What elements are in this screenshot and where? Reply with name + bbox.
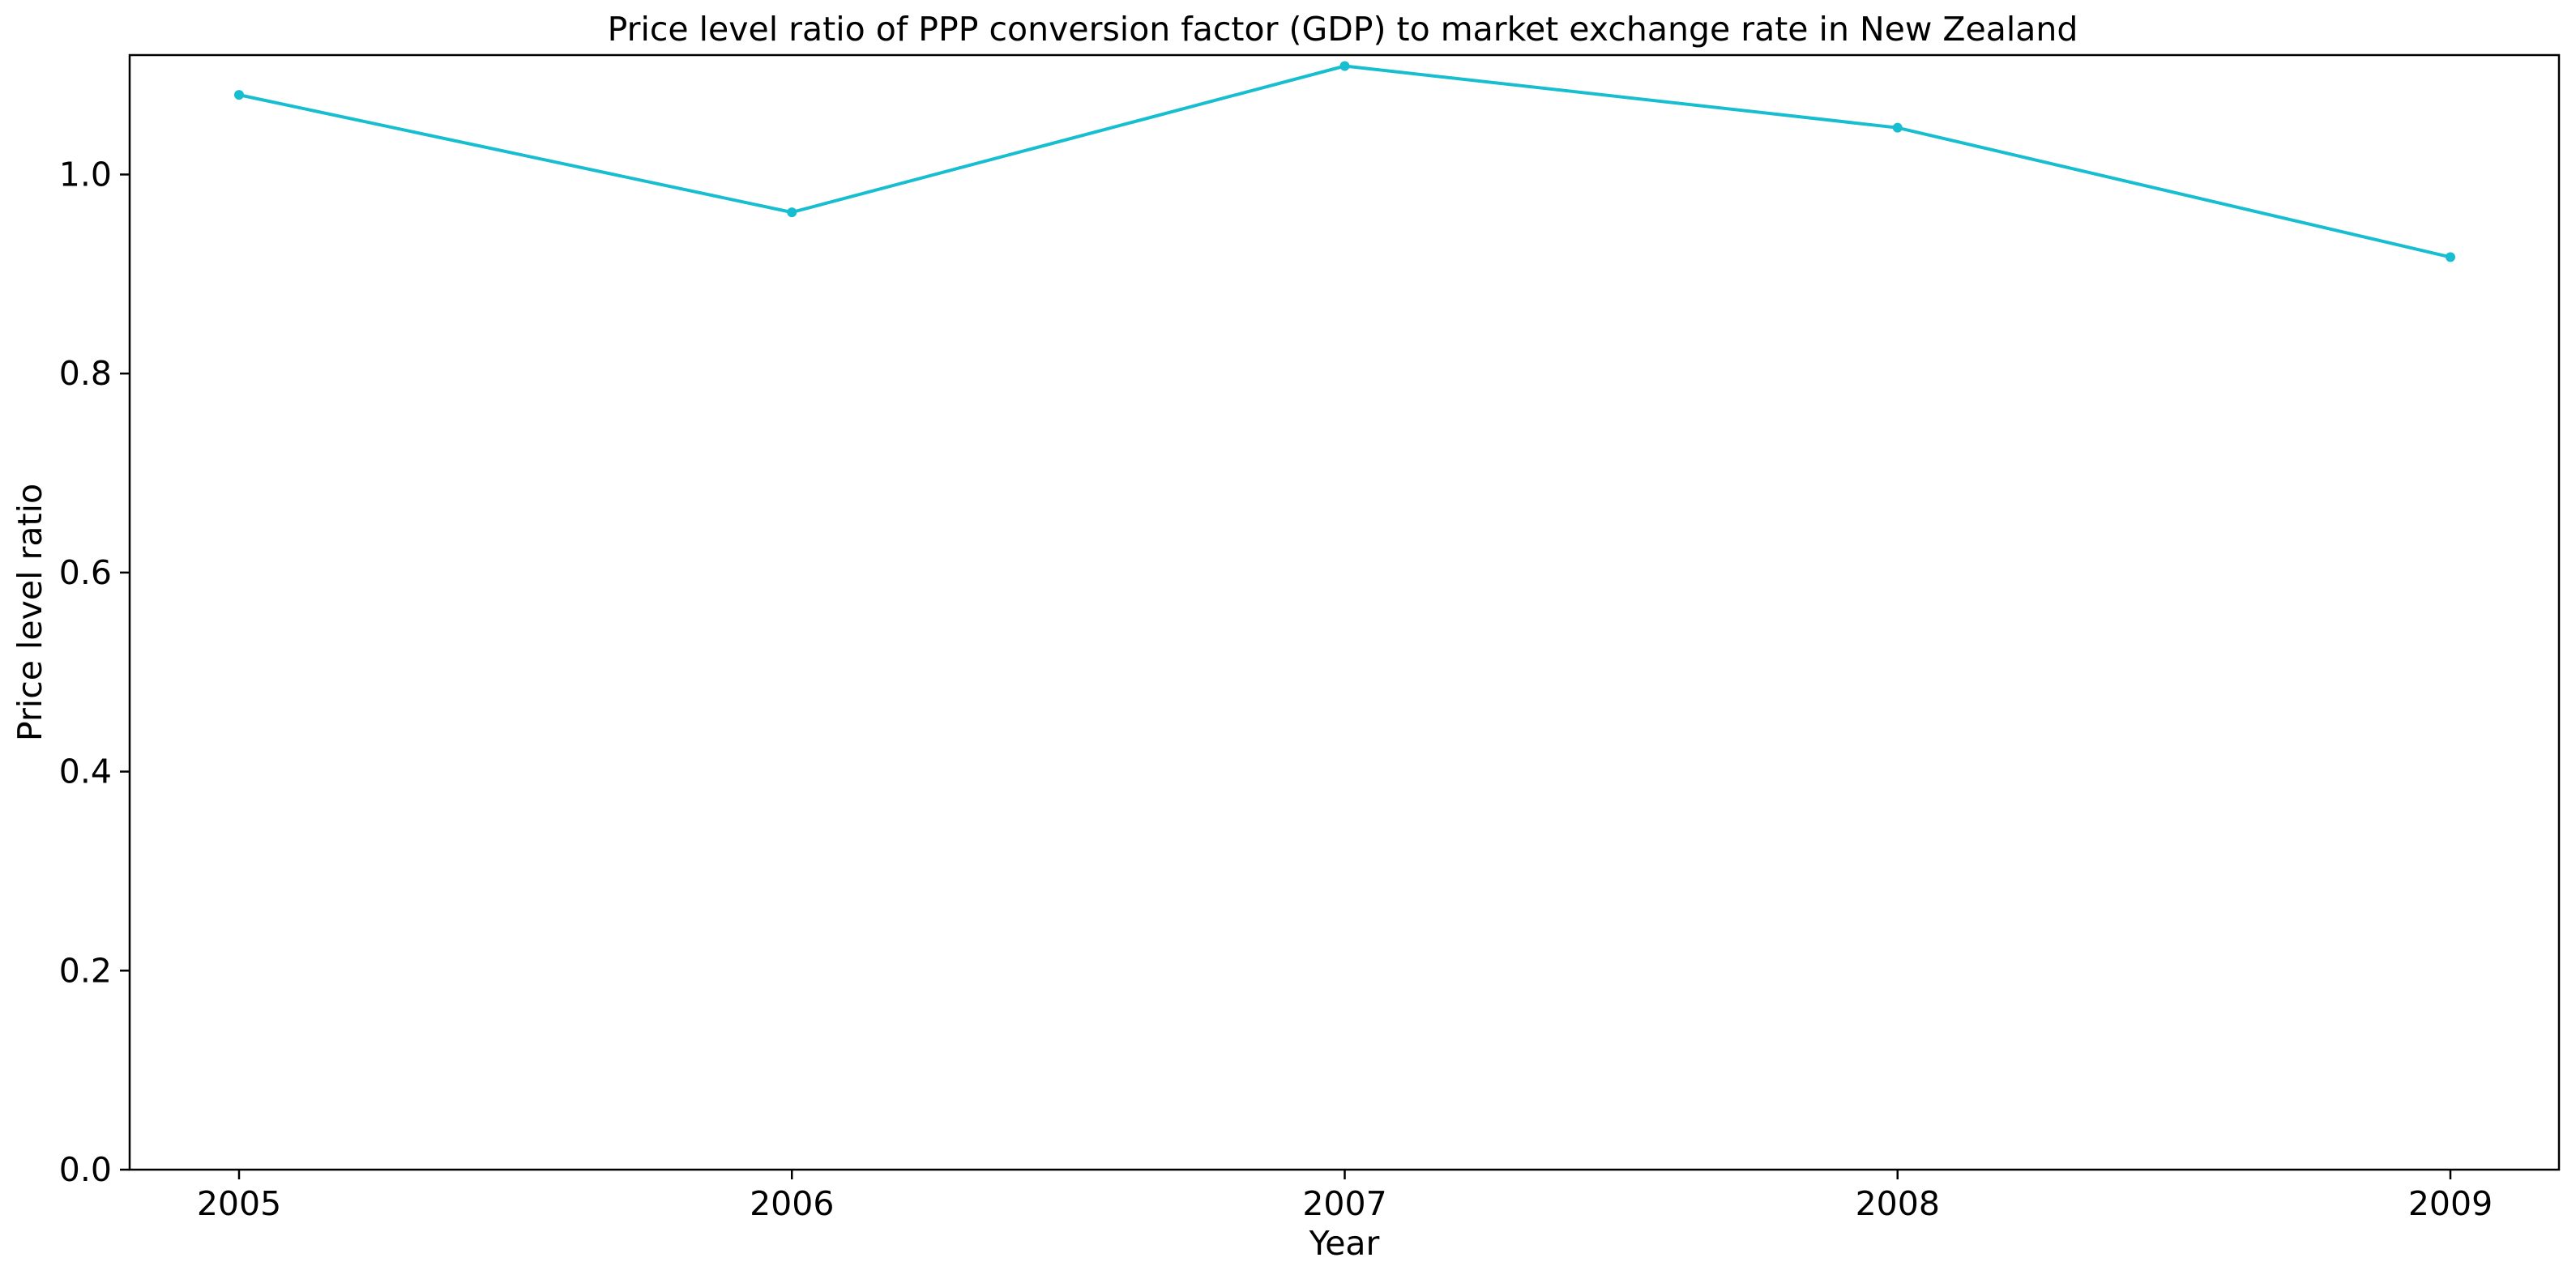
- y-tick-label: 0.8: [59, 354, 112, 393]
- series-layer: [234, 61, 2455, 262]
- x-axis: 2005 2006 2007 2008 2009: [197, 1170, 2493, 1223]
- y-tick-label: 1.0: [59, 155, 112, 194]
- y-tick-label: 0.6: [59, 553, 112, 592]
- axes-frame: [128, 53, 2561, 1171]
- y-tick-label: 0.2: [59, 951, 112, 990]
- y-tick-label: 0.0: [59, 1150, 112, 1189]
- y-axis: 0.0 0.2 0.4 0.6 0.8 1.0: [59, 155, 130, 1189]
- x-tick-label: 2005: [197, 1184, 281, 1223]
- x-tick-label: 2007: [1302, 1184, 1386, 1223]
- x-tick-label: 2008: [1856, 1184, 1940, 1223]
- data-point: [787, 207, 797, 218]
- y-axis-label: Price level ratio: [11, 484, 49, 741]
- x-tick-label: 2006: [750, 1184, 834, 1223]
- x-tick-label: 2009: [2408, 1184, 2493, 1223]
- data-point: [234, 90, 244, 100]
- y-tick-label: 0.4: [59, 752, 112, 791]
- data-point: [1892, 122, 1903, 133]
- chart-title: Price level ratio of PPP conversion fact…: [608, 10, 2078, 49]
- x-axis-label: Year: [1309, 1224, 1380, 1263]
- plot-area: 0.0 0.2 0.4 0.6 0.8 1.0 2005 2006 2007 2008 2009: [59, 53, 2561, 1223]
- data-point: [1339, 61, 1350, 71]
- data-point: [2446, 252, 2455, 262]
- series-line: [238, 64, 2451, 259]
